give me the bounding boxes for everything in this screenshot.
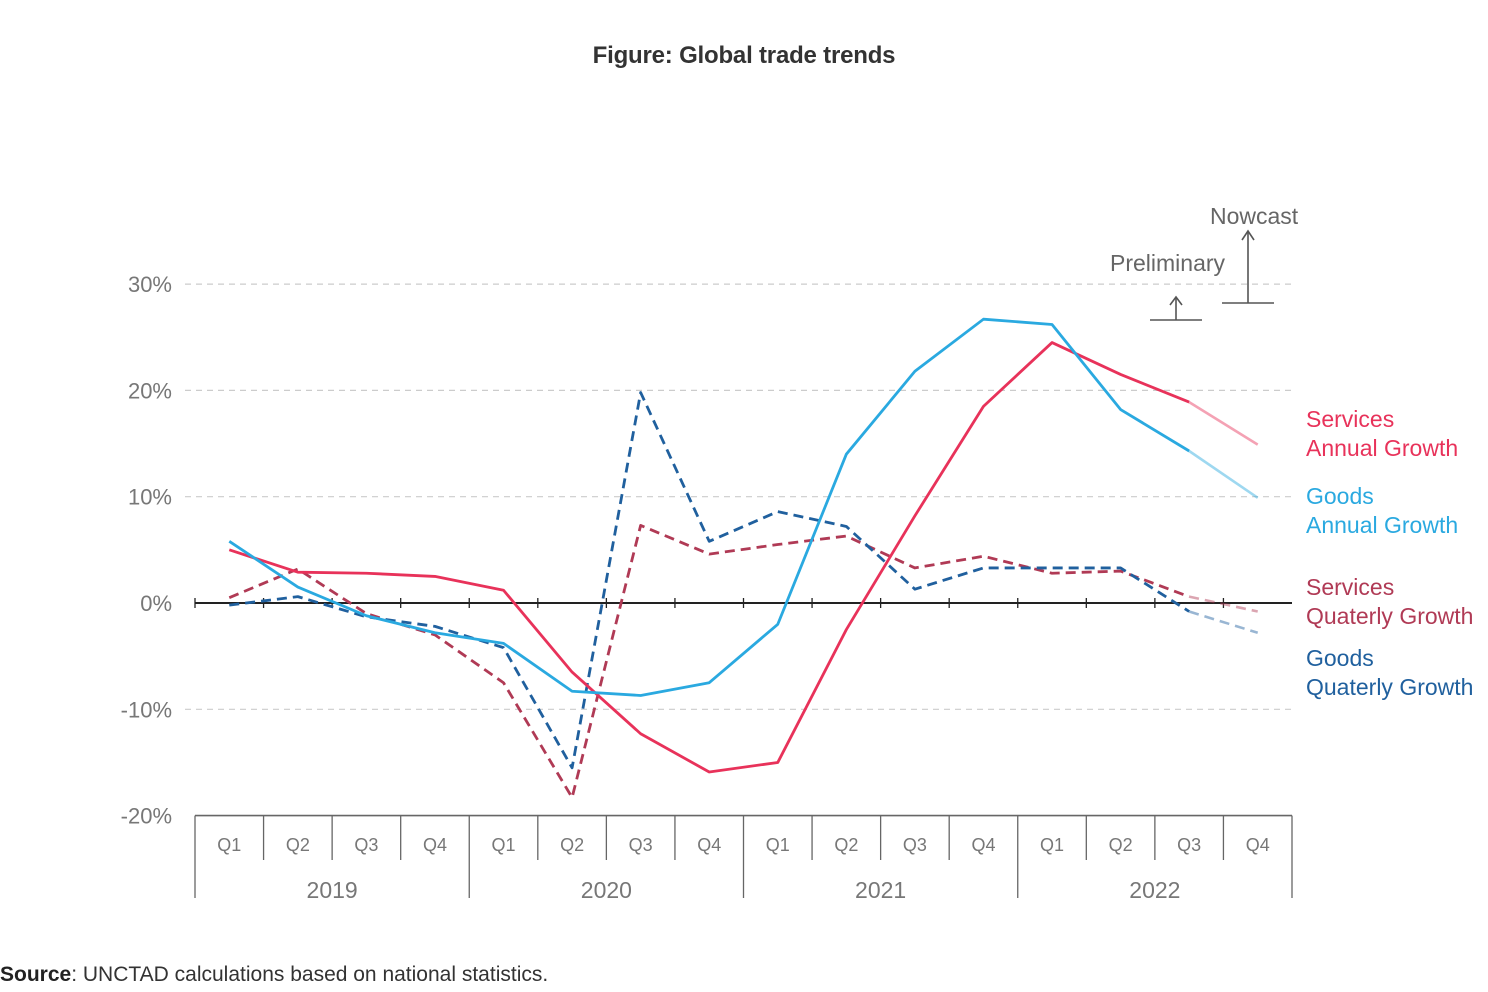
legend-label: Services	[1306, 574, 1394, 600]
x-tick-label: Q2	[560, 835, 584, 855]
x-tick-label: Q3	[1177, 835, 1201, 855]
year-label: 2020	[581, 877, 632, 903]
nowcast-label: Nowcast	[1210, 203, 1299, 229]
x-tick-label: Q4	[971, 835, 995, 855]
nowcast-arrow-icon	[1222, 229, 1274, 304]
series-line	[228, 317, 1190, 697]
x-tick-label: Q1	[1040, 835, 1064, 855]
year-label: 2021	[855, 877, 906, 903]
year-label: 2019	[307, 877, 358, 903]
x-tick-label: Q3	[629, 835, 653, 855]
y-axis: 30% 20% 10% 0% -10% -20%	[121, 272, 1292, 829]
preliminary-label: Preliminary	[1110, 250, 1226, 276]
x-tick-label: Q3	[903, 835, 927, 855]
x-tick-label: Q1	[492, 835, 516, 855]
y-tick-label: -10%	[121, 697, 172, 722]
series-lines	[228, 317, 1259, 799]
x-tick-label: Q3	[354, 835, 378, 855]
x-tick-label: Q4	[1246, 835, 1270, 855]
source-note: Source: UNCTAD calculations based on nat…	[0, 963, 548, 987]
legend-label: Goods	[1306, 645, 1374, 671]
year-label: 2022	[1129, 877, 1180, 903]
legend-label: Quaterly Growth	[1306, 603, 1473, 629]
legend-label: Annual Growth	[1306, 512, 1458, 538]
legend-label: Quaterly Growth	[1306, 674, 1473, 700]
series-line	[229, 391, 1190, 770]
series-line	[228, 341, 1190, 774]
source-label: Source	[0, 963, 72, 986]
x-tick-label: Q1	[217, 835, 241, 855]
x-tick-label: Q4	[697, 835, 721, 855]
figure-title: Figure: Global trade trends	[592, 42, 896, 69]
line-chart: 30% 20% 10% 0% -10% -20% Q1 Q2 Q3 Q4 Q1 Q2 Q3 Q4 Q1 Q2…	[121, 203, 1474, 903]
x-axis: Q1 Q2 Q3 Q4 Q1 Q2 Q3 Q4 Q1 Q2 Q3 Q4 Q1 Q2 Q3 Q4 2019 2020…	[194, 814, 1293, 903]
nowcast-segment	[1188, 449, 1259, 499]
nowcast-segment	[1188, 610, 1259, 635]
x-tick-label: Q2	[286, 835, 310, 855]
x-tick-label: Q1	[766, 835, 790, 855]
source-text: : UNCTAD calculations based on national …	[71, 963, 549, 986]
y-tick-label: 0%	[140, 591, 172, 616]
nowcast-segment	[1188, 595, 1258, 613]
series-line	[228, 524, 1190, 799]
gridlines	[185, 283, 1292, 710]
phase-annotations: Preliminary Nowcast	[1110, 203, 1299, 321]
legend-label: Services	[1306, 406, 1394, 432]
y-tick-label: 20%	[128, 378, 172, 403]
y-tick-label: 10%	[128, 485, 172, 510]
nowcast-segment	[1188, 400, 1259, 446]
legend: Services Annual Growth Goods Annual Growth S…	[1306, 406, 1473, 700]
x-tick-label: Q4	[423, 835, 447, 855]
legend-label: Goods	[1306, 483, 1374, 509]
preliminary-arrow-icon	[1150, 295, 1202, 321]
y-tick-label: -20%	[121, 804, 172, 829]
x-tick-label: Q2	[1109, 835, 1133, 855]
x-tick-label: Q2	[834, 835, 858, 855]
y-tick-label: 30%	[128, 272, 172, 297]
legend-label: Annual Growth	[1306, 435, 1458, 461]
